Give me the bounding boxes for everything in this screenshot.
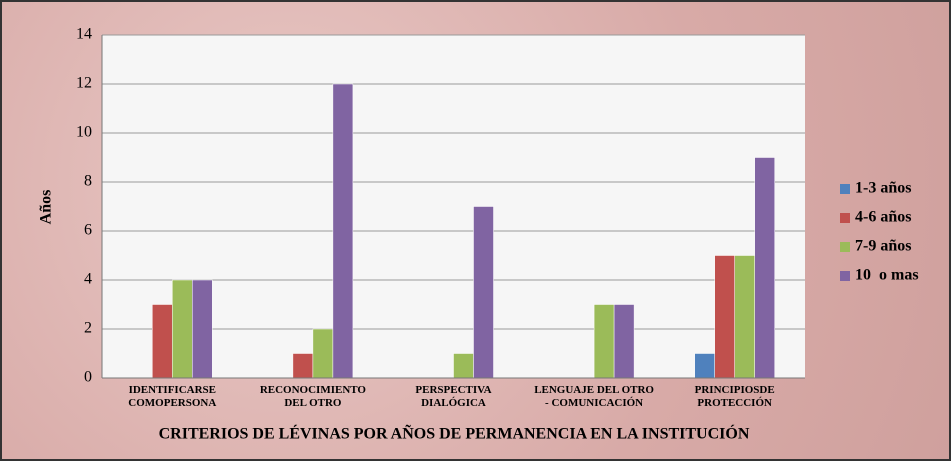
bar (192, 279, 213, 379)
legend-swatch (840, 242, 850, 252)
bar (734, 255, 755, 379)
bar (172, 279, 193, 379)
legend-swatch (840, 213, 850, 223)
y-tick-label: 12 (76, 75, 92, 92)
x-tick-label: LENGUAJE DEL OTRO - COMUNICACIÓN (534, 384, 654, 409)
bar (754, 157, 775, 379)
bar (613, 304, 635, 379)
plot-area (102, 35, 805, 378)
x-tick-label: PERSPECTIVA DIALÓGICA (415, 384, 492, 409)
bar (714, 255, 735, 379)
bar (453, 353, 474, 379)
x-tick-label: RECONOCIMIENTO DEL OTRO (259, 384, 366, 409)
legend-swatch (840, 184, 850, 194)
y-tick-label: 6 (84, 222, 92, 239)
y-tick-label: 14 (76, 26, 92, 43)
legend-swatch (840, 271, 850, 281)
legend-label: 4-6 años (855, 209, 911, 226)
bar (312, 328, 334, 379)
y-tick-label: 10 (76, 124, 92, 141)
legend-label: 1-3 años (855, 180, 911, 197)
y-axis-title: Años (38, 190, 55, 225)
bar (694, 353, 715, 379)
x-axis-title: CRITERIOS DE LÉVINAS POR AÑOS DE PERMANE… (159, 424, 750, 443)
bar (593, 304, 615, 379)
y-tick-label: 8 (84, 173, 92, 190)
x-tick-label: PRINCIPIOSDE PROTECCIÓN (694, 384, 775, 409)
legend-label: 10 o mas (855, 267, 919, 284)
legend-label: 7-9 años (855, 238, 911, 255)
x-tick-label: IDENTIFICARSE COMOPERSONA (128, 384, 217, 409)
bar (332, 83, 354, 379)
bar (292, 353, 314, 379)
y-tick-label: 2 (84, 320, 92, 337)
bar (152, 304, 173, 379)
y-tick-label: 0 (84, 369, 92, 386)
y-tick-label: 4 (84, 271, 92, 288)
bar (473, 206, 494, 379)
